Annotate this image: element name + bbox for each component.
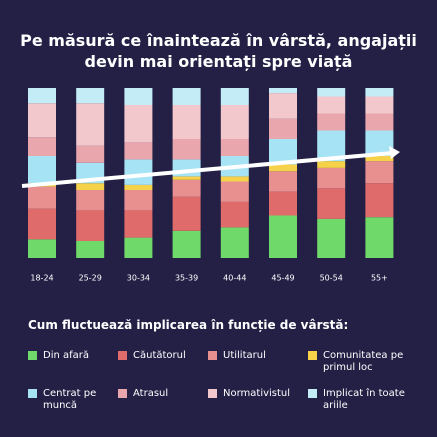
bar-segment bbox=[220, 227, 249, 258]
x-tick-label: 25-29 bbox=[79, 274, 102, 283]
bar-segment bbox=[317, 96, 346, 114]
bar-segment bbox=[220, 88, 249, 105]
bar-segment bbox=[172, 88, 201, 105]
bar-segment bbox=[76, 183, 105, 190]
bar-segment bbox=[76, 210, 105, 241]
trend-arrow bbox=[389, 146, 400, 159]
bar-segment bbox=[28, 208, 56, 240]
bar-segment bbox=[269, 118, 297, 139]
bar-segment bbox=[220, 105, 249, 139]
bar-segment bbox=[269, 88, 297, 94]
legend-label: Implicat în toate ariile bbox=[323, 388, 405, 411]
chart: 18-24 25-29 30-34 35-39 40-44 45-49 50-54 55+ bbox=[21, 88, 400, 283]
bar-segment bbox=[220, 181, 249, 202]
legend-swatch bbox=[28, 351, 37, 360]
x-tick-label: 45-49 bbox=[271, 274, 294, 283]
x-tick-label: 30-34 bbox=[127, 274, 150, 283]
bar-segment bbox=[365, 217, 394, 258]
bar-segment bbox=[269, 93, 297, 119]
legend-item: Implicat în toate ariile bbox=[308, 388, 418, 412]
bar-segment bbox=[172, 179, 201, 197]
bar-segment bbox=[365, 156, 394, 162]
bar-segment bbox=[28, 103, 56, 138]
bar-segment bbox=[76, 241, 105, 258]
bars bbox=[28, 88, 394, 258]
bar-segment bbox=[220, 139, 249, 156]
legend-label: Din afară bbox=[43, 350, 90, 361]
legend-label: Centrat pe muncă bbox=[43, 388, 97, 411]
bar-segment bbox=[28, 239, 56, 258]
bar-segment bbox=[269, 171, 297, 192]
bar-segment bbox=[365, 161, 394, 184]
bar-segment bbox=[365, 88, 394, 97]
legend-item: Căutătorul bbox=[118, 350, 203, 362]
bar-segment bbox=[28, 156, 56, 184]
bar-segment bbox=[124, 237, 153, 258]
bar-segment bbox=[317, 188, 346, 219]
bar-segment bbox=[172, 176, 201, 180]
bar-segment bbox=[172, 230, 201, 258]
bar-segment bbox=[76, 103, 105, 146]
x-tick-label: 35-39 bbox=[175, 274, 198, 283]
legend-label: Utilitarul bbox=[223, 350, 266, 361]
legend-swatch bbox=[118, 389, 127, 398]
legend-item: Din afară bbox=[28, 350, 113, 362]
x-tick-label: 18-24 bbox=[30, 274, 53, 283]
bar-segment bbox=[76, 88, 105, 104]
legend-swatch bbox=[118, 351, 127, 360]
bar-segment bbox=[124, 210, 153, 238]
legend-label: Comunitatea pe primul loc bbox=[323, 350, 404, 373]
legend-swatch bbox=[308, 389, 317, 398]
legend-swatch bbox=[28, 389, 37, 398]
bar-segment bbox=[269, 164, 297, 172]
bar-segment bbox=[365, 113, 394, 131]
bar-segment bbox=[317, 167, 346, 189]
bar-segment bbox=[124, 88, 153, 105]
legend-label: Normativistul bbox=[223, 388, 291, 399]
x-tick-label: 40-44 bbox=[223, 274, 246, 283]
bar-segment bbox=[220, 176, 249, 182]
bar-segment bbox=[365, 96, 394, 114]
x-labels: 18-24 25-29 30-34 35-39 40-44 45-49 50-54 55+ bbox=[30, 274, 387, 283]
bar-segment bbox=[365, 183, 394, 218]
legend-swatch bbox=[208, 389, 217, 398]
bar-segment bbox=[317, 161, 346, 168]
bar-segment bbox=[172, 196, 201, 231]
bar-segment bbox=[28, 137, 56, 156]
legend-label: Atrasul bbox=[133, 388, 169, 399]
bar-segment bbox=[269, 215, 297, 258]
bar-segment bbox=[317, 218, 346, 258]
bar-segment bbox=[124, 159, 153, 185]
bar-segment bbox=[124, 184, 153, 190]
bar-segment bbox=[269, 191, 297, 216]
legend-title: Cum fluctuează implicarea în funcție de … bbox=[28, 318, 349, 332]
bar-segment bbox=[76, 190, 105, 211]
legend-item: Normativistul bbox=[208, 388, 303, 400]
bar-segment bbox=[220, 201, 249, 228]
legend-item: Comunitatea pe primul loc bbox=[308, 350, 418, 374]
bar-segment bbox=[172, 139, 201, 160]
bar-segment bbox=[317, 88, 346, 97]
bar-segment bbox=[28, 88, 56, 104]
legend-item: Utilitarul bbox=[208, 350, 303, 362]
legend-swatch bbox=[308, 351, 317, 360]
x-tick-label: 55+ bbox=[371, 274, 388, 283]
bar-segment bbox=[124, 142, 153, 160]
bar-segment bbox=[28, 186, 56, 209]
x-tick-label: 50-54 bbox=[320, 274, 343, 283]
legend-swatch bbox=[208, 351, 217, 360]
bar-segment bbox=[124, 190, 153, 211]
bar-segment bbox=[172, 105, 201, 139]
legend-item: Centrat pe muncă bbox=[28, 388, 113, 412]
legend-label: Căutătorul bbox=[133, 350, 186, 361]
bar-segment bbox=[124, 105, 153, 143]
trend-line bbox=[21, 151, 393, 188]
bar-segment bbox=[317, 113, 346, 131]
chart-title: Pe măsură ce înaintează în vârstă, angaj… bbox=[20, 31, 417, 71]
bar-segment bbox=[76, 145, 105, 163]
legend-item: Atrasul bbox=[118, 388, 203, 400]
